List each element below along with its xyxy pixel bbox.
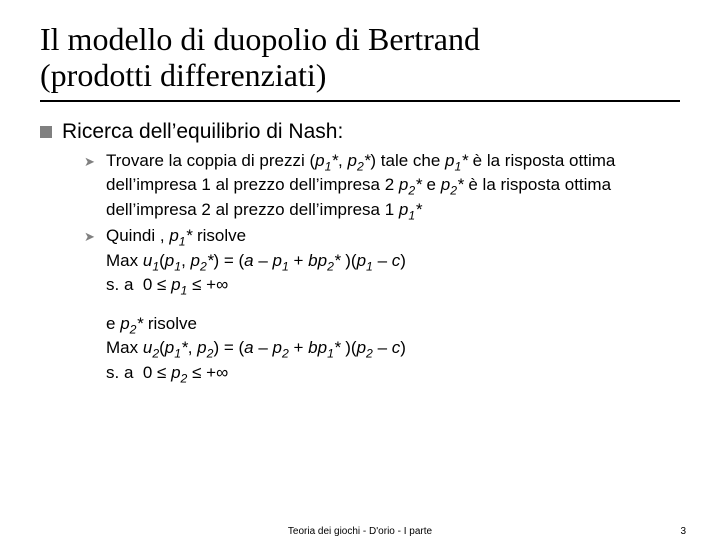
bullet-level2-1-text: Trovare la coppia di prezzi (p1*, p2*) t… (106, 150, 680, 224)
footer-page-number: 3 (680, 526, 686, 537)
bullet-level2-2-text: Quindi , p1* risolveMax u1(p1, p2*) = (a… (106, 225, 680, 299)
title-line-2: (prodotti differenziati) (40, 57, 326, 93)
arrow-icon: ➤ (84, 228, 100, 245)
bullet-level2-2: ➤ Quindi , p1* risolveMax u1(p1, p2*) = … (84, 225, 680, 299)
footer-center-text: Teoria dei giochi - D'orio - I parte (0, 526, 720, 537)
continuation-block: e p2* risolveMax u2(p1*, p2) = (a – p2 +… (106, 313, 680, 387)
slide: Il modello di duopolio di Bertrand (prod… (0, 0, 720, 540)
arrow-icon: ➤ (84, 153, 100, 170)
bullet-level2-1: ➤ Trovare la coppia di prezzi (p1*, p2*)… (84, 150, 680, 224)
bullet-level1-text: Ricerca dell’equilibrio di Nash: (62, 120, 343, 144)
bullet-level1: Ricerca dell’equilibrio di Nash: (40, 120, 680, 144)
level2-list: ➤ Trovare la coppia di prezzi (p1*, p2*)… (84, 150, 680, 299)
title-line-1: Il modello di duopolio di Bertrand (40, 21, 480, 57)
square-bullet-icon (40, 126, 52, 138)
slide-title: Il modello di duopolio di Bertrand (prod… (40, 22, 680, 102)
